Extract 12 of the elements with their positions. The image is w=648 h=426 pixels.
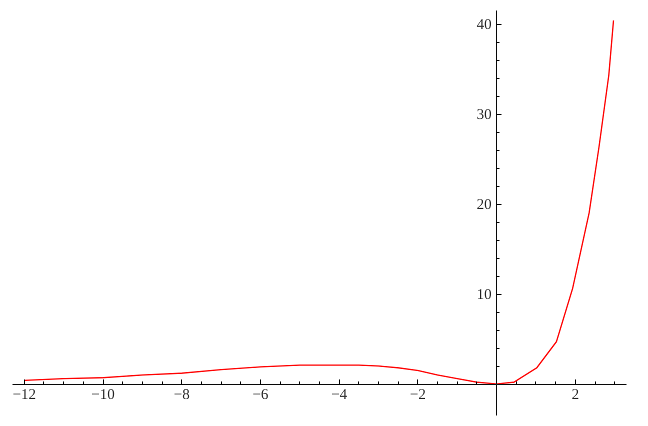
x-tick-label: 2: [572, 387, 580, 403]
y-tick-label: 40: [476, 17, 492, 33]
y-tick-label: 30: [476, 107, 492, 123]
y-tick-label: 10: [476, 287, 492, 303]
x-tick-label: −12: [12, 387, 36, 403]
x-tick-label: −4: [331, 387, 348, 403]
x-tick-label: −2: [410, 387, 426, 403]
x-tick-label: −8: [174, 387, 190, 403]
x-tick-label: −6: [252, 387, 269, 403]
line-series: [24, 20, 614, 385]
x-tick-label: −10: [91, 387, 115, 403]
y-tick-label: 20: [476, 197, 492, 213]
